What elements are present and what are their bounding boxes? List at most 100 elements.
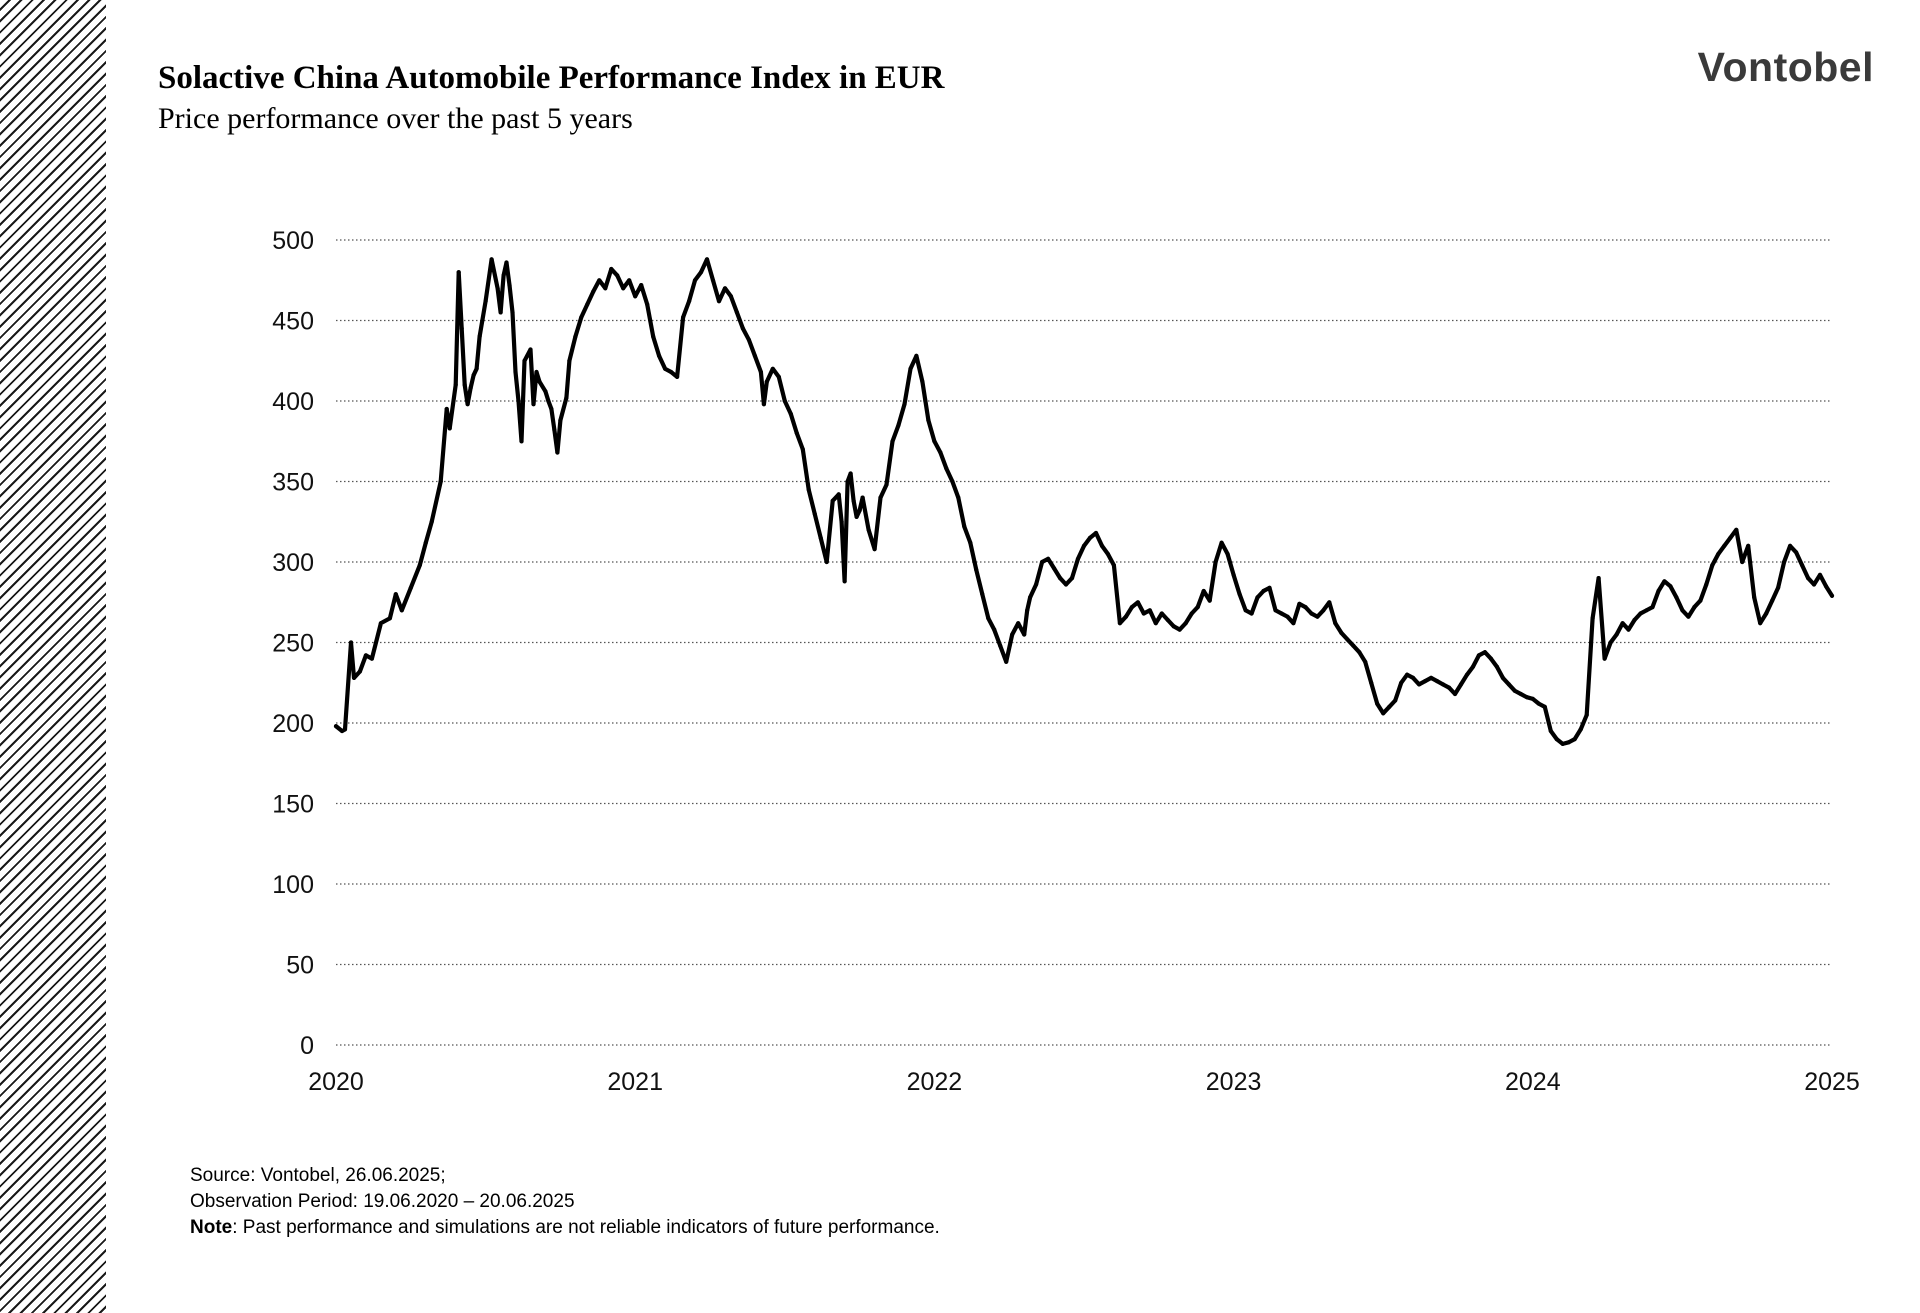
data-point xyxy=(878,495,883,500)
data-point xyxy=(531,402,536,407)
data-point xyxy=(1285,614,1290,619)
series-points-0 xyxy=(333,257,1835,747)
data-point xyxy=(956,495,961,500)
data-point xyxy=(1411,675,1416,681)
data-point xyxy=(890,439,895,444)
data-point xyxy=(1530,696,1535,702)
data-point xyxy=(513,369,518,375)
data-point xyxy=(1626,627,1631,632)
data-point xyxy=(1644,608,1649,613)
data-point xyxy=(1231,572,1236,578)
data-point xyxy=(1117,621,1122,626)
data-point xyxy=(1058,576,1063,581)
data-point xyxy=(746,337,752,342)
data-point xyxy=(1022,632,1027,637)
data-point xyxy=(1602,656,1607,661)
data-point xyxy=(1560,741,1565,747)
data-point xyxy=(1405,672,1410,677)
data-point xyxy=(860,495,865,500)
data-point xyxy=(1141,611,1146,616)
data-point xyxy=(1201,588,1206,594)
data-point xyxy=(908,366,913,371)
data-point xyxy=(498,310,503,315)
data-point xyxy=(501,273,506,278)
data-point xyxy=(968,540,973,545)
data-point xyxy=(896,423,901,428)
data-point xyxy=(378,621,383,626)
data-point xyxy=(447,426,452,431)
data-point xyxy=(1734,527,1739,532)
data-point xyxy=(1656,588,1661,594)
data-point xyxy=(1363,659,1368,664)
data-point xyxy=(1165,617,1170,623)
data-point xyxy=(1458,682,1464,687)
data-point xyxy=(1829,593,1835,598)
data-point xyxy=(1578,727,1583,732)
data-point xyxy=(1811,582,1817,587)
data-point xyxy=(504,260,509,265)
data-point xyxy=(1596,576,1601,581)
data-point xyxy=(722,286,728,291)
data-point xyxy=(818,535,823,541)
y-tick-label: 500 xyxy=(272,227,314,255)
data-point xyxy=(1782,559,1787,565)
data-point xyxy=(333,724,339,729)
data-point xyxy=(1381,711,1386,716)
x-tick-label: 2025 xyxy=(1804,1068,1860,1096)
data-point xyxy=(1309,611,1314,616)
data-point xyxy=(615,273,620,278)
data-point xyxy=(1267,585,1272,590)
data-point xyxy=(830,498,835,503)
y-tick-label: 200 xyxy=(272,710,314,738)
data-point xyxy=(1327,600,1332,605)
data-point xyxy=(369,656,374,661)
data-point xyxy=(842,579,847,584)
data-point xyxy=(1476,653,1481,658)
data-point xyxy=(1668,584,1673,589)
data-point xyxy=(1710,563,1715,568)
data-point xyxy=(687,299,692,304)
data-point xyxy=(1339,630,1344,635)
data-point xyxy=(1159,611,1164,616)
data-point xyxy=(519,439,524,444)
data-point xyxy=(1004,659,1009,664)
data-point xyxy=(558,418,563,423)
data-point xyxy=(1273,608,1278,613)
data-point xyxy=(669,369,674,375)
data-point xyxy=(1554,737,1559,742)
data-point xyxy=(740,326,746,331)
chart-title: Solactive China Automobile Performance I… xyxy=(158,60,945,96)
y-tick-label: 100 xyxy=(272,871,314,899)
data-point xyxy=(1823,584,1829,589)
data-point xyxy=(429,519,434,524)
data-point xyxy=(1261,588,1266,594)
x-tick-label: 2022 xyxy=(907,1068,963,1096)
source-text: Source: Vontobel, 26.06.2025; xyxy=(190,1165,446,1186)
data-point xyxy=(438,479,443,484)
data-point xyxy=(1069,576,1075,581)
vontobel-logo: Vontobel xyxy=(1697,44,1874,90)
data-point xyxy=(1482,650,1487,655)
data-point xyxy=(770,366,775,371)
data-point xyxy=(761,402,767,407)
data-point xyxy=(417,563,422,568)
data-point xyxy=(902,402,907,407)
x-tick-label: 2024 xyxy=(1505,1068,1561,1096)
data-point xyxy=(1776,585,1781,590)
data-point xyxy=(1800,563,1805,568)
data-point xyxy=(1542,704,1547,710)
note-text: Note: Past performance and simulations a… xyxy=(190,1215,940,1241)
data-point xyxy=(1518,691,1523,697)
data-point xyxy=(1536,701,1541,706)
grid-lines xyxy=(336,239,1832,1046)
y-tick-label: 450 xyxy=(272,308,314,336)
data-point xyxy=(1572,737,1577,742)
data-point xyxy=(444,406,449,412)
x-tick-label: 2023 xyxy=(1206,1068,1262,1096)
data-point xyxy=(1692,605,1697,610)
data-point xyxy=(1255,595,1260,600)
data-point xyxy=(920,379,925,384)
data-point xyxy=(387,616,392,621)
data-point xyxy=(1512,688,1517,693)
